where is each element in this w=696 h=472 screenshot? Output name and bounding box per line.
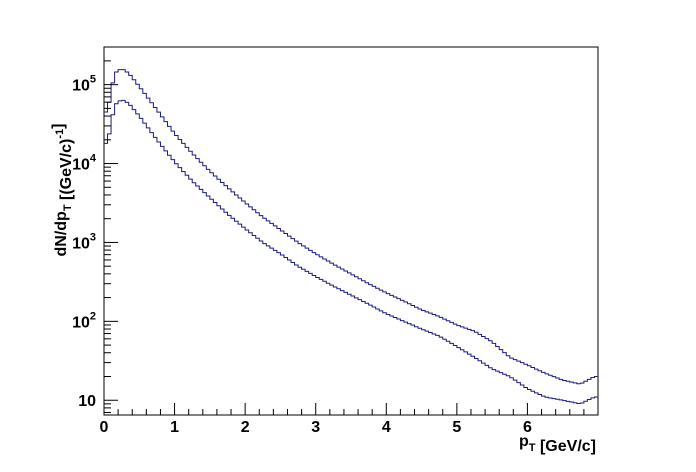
x-tick-label: 5 — [452, 419, 461, 436]
y-tick-label: 10 — [78, 393, 96, 410]
y-tick-label: 104 — [72, 153, 97, 174]
y-axis: 10 102 103 104 105 — [72, 46, 118, 413]
x-tick-label: 1 — [170, 419, 179, 436]
x-tick-label: 3 — [311, 419, 320, 436]
x-tick-label: 2 — [241, 419, 250, 436]
series-layer — [104, 69, 598, 404]
y-tick-label: 105 — [72, 74, 96, 95]
x-tick-label: 0 — [100, 419, 109, 436]
y-tick-label: 102 — [72, 310, 96, 331]
x-axis-title: pT [GeV/c] — [519, 433, 596, 455]
frame — [103, 46, 599, 416]
series-1-line — [104, 69, 598, 385]
x-axis: 0 1 2 3 4 5 6 — [100, 403, 599, 436]
plot-frame — [103, 46, 599, 416]
x-tick-label: 6 — [523, 419, 532, 436]
series-2-line — [104, 99, 598, 404]
y-axis-title: dN/dpT [(GeV/c)-1] — [50, 124, 75, 257]
x-tick-label: 4 — [382, 419, 391, 436]
y-tick-label: 103 — [72, 231, 96, 252]
